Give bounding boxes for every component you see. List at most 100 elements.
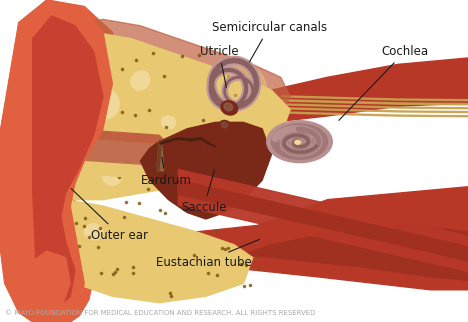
Point bbox=[116, 174, 123, 179]
Point bbox=[66, 179, 74, 184]
Point bbox=[157, 207, 164, 212]
Polygon shape bbox=[66, 19, 290, 161]
Polygon shape bbox=[75, 138, 173, 167]
Point bbox=[61, 172, 69, 177]
Point bbox=[212, 206, 220, 211]
Point bbox=[64, 263, 72, 268]
Polygon shape bbox=[0, 0, 122, 322]
Ellipse shape bbox=[221, 122, 228, 128]
Point bbox=[240, 283, 248, 288]
Polygon shape bbox=[28, 13, 103, 303]
Point bbox=[80, 223, 88, 229]
Point bbox=[96, 226, 104, 231]
Point bbox=[88, 140, 96, 146]
Point bbox=[215, 152, 223, 157]
Point bbox=[129, 265, 136, 270]
Text: Saccule: Saccule bbox=[181, 170, 227, 214]
Polygon shape bbox=[33, 16, 103, 309]
Point bbox=[190, 252, 198, 258]
Polygon shape bbox=[66, 129, 168, 145]
Ellipse shape bbox=[87, 87, 119, 119]
Point bbox=[219, 245, 226, 250]
Point bbox=[94, 71, 101, 77]
Point bbox=[177, 181, 185, 186]
Point bbox=[58, 280, 66, 285]
Ellipse shape bbox=[103, 169, 122, 185]
Ellipse shape bbox=[84, 224, 103, 240]
Point bbox=[94, 244, 102, 250]
Text: Outer ear: Outer ear bbox=[71, 189, 148, 242]
Point bbox=[205, 139, 212, 145]
Text: Utricle: Utricle bbox=[200, 45, 238, 88]
Polygon shape bbox=[0, 0, 112, 322]
Point bbox=[97, 270, 104, 276]
Ellipse shape bbox=[201, 61, 267, 119]
Point bbox=[91, 166, 99, 171]
Point bbox=[248, 66, 256, 71]
Point bbox=[251, 93, 259, 98]
Ellipse shape bbox=[70, 155, 89, 180]
Point bbox=[231, 92, 239, 97]
Point bbox=[123, 200, 130, 205]
Text: Cochlea: Cochlea bbox=[339, 45, 429, 120]
Point bbox=[72, 220, 80, 225]
Polygon shape bbox=[243, 225, 468, 280]
Point bbox=[132, 57, 140, 62]
Polygon shape bbox=[157, 142, 164, 171]
Point bbox=[162, 211, 169, 216]
Polygon shape bbox=[56, 200, 253, 303]
Point bbox=[70, 47, 78, 52]
Point bbox=[85, 92, 93, 98]
Point bbox=[220, 56, 227, 61]
Ellipse shape bbox=[271, 124, 328, 159]
Point bbox=[212, 229, 220, 234]
Point bbox=[100, 104, 107, 109]
Ellipse shape bbox=[131, 71, 150, 90]
Polygon shape bbox=[37, 64, 84, 219]
Point bbox=[242, 262, 250, 268]
Polygon shape bbox=[47, 32, 290, 200]
Point bbox=[149, 50, 156, 55]
Point bbox=[225, 73, 232, 78]
Point bbox=[131, 112, 139, 117]
Point bbox=[97, 127, 105, 132]
Ellipse shape bbox=[221, 101, 238, 115]
Point bbox=[204, 270, 211, 275]
Text: Eardrum: Eardrum bbox=[140, 157, 191, 187]
Polygon shape bbox=[197, 187, 468, 290]
Point bbox=[114, 266, 121, 271]
Point bbox=[163, 125, 170, 130]
Point bbox=[237, 261, 245, 266]
Point bbox=[180, 186, 188, 191]
Point bbox=[252, 80, 260, 86]
Point bbox=[112, 269, 119, 274]
Point bbox=[77, 162, 84, 167]
Point bbox=[161, 74, 168, 79]
Point bbox=[199, 198, 207, 204]
Point bbox=[116, 142, 124, 147]
Point bbox=[249, 94, 256, 99]
Point bbox=[179, 146, 187, 151]
Point bbox=[69, 78, 76, 83]
Ellipse shape bbox=[267, 121, 332, 163]
Point bbox=[224, 246, 231, 251]
Point bbox=[94, 114, 102, 119]
Ellipse shape bbox=[82, 137, 105, 159]
Point bbox=[177, 203, 185, 208]
Point bbox=[66, 259, 73, 264]
Point bbox=[176, 155, 184, 160]
Point bbox=[213, 272, 220, 277]
Ellipse shape bbox=[219, 120, 231, 131]
Point bbox=[166, 290, 174, 295]
Point bbox=[167, 293, 175, 298]
Polygon shape bbox=[14, 251, 70, 316]
Text: © MAYO FOUNDATION FOR MEDICAL EDUCATION AND RESEARCH. ALL RIGHTS RESERVED: © MAYO FOUNDATION FOR MEDICAL EDUCATION … bbox=[5, 310, 315, 316]
Point bbox=[246, 282, 254, 287]
Point bbox=[146, 107, 153, 112]
Text: Semicircular canals: Semicircular canals bbox=[212, 21, 327, 62]
Point bbox=[72, 289, 80, 294]
Point bbox=[75, 243, 82, 249]
Point bbox=[252, 253, 260, 259]
Point bbox=[129, 271, 137, 276]
Point bbox=[256, 267, 263, 272]
